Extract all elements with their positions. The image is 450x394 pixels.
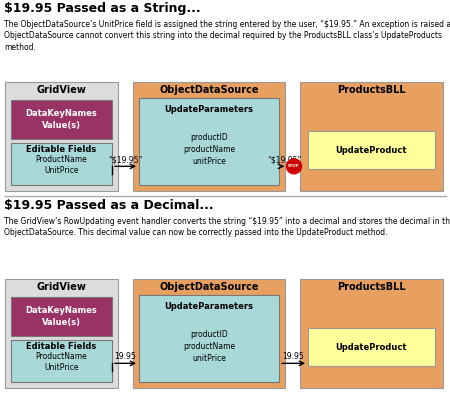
Text: GridView: GridView bbox=[36, 282, 86, 292]
Text: “$19.95”: “$19.95” bbox=[267, 155, 302, 164]
FancyBboxPatch shape bbox=[133, 279, 285, 388]
Text: STOP: STOP bbox=[288, 164, 300, 168]
Text: The GridView’s RowUpdating event handler converts the string “$19.95” into a dec: The GridView’s RowUpdating event handler… bbox=[4, 217, 450, 237]
Text: The ObjectDataSource’s UnitPrice field is assigned the string entered by the use: The ObjectDataSource’s UnitPrice field i… bbox=[4, 20, 450, 52]
Text: DataKeyNames
Value(s): DataKeyNames Value(s) bbox=[26, 307, 97, 327]
FancyBboxPatch shape bbox=[11, 340, 112, 382]
Text: Editable Fields: Editable Fields bbox=[27, 342, 97, 351]
Text: $19.95 Passed as a String...: $19.95 Passed as a String... bbox=[4, 2, 201, 15]
Text: ProductName
UnitPrice: ProductName UnitPrice bbox=[36, 352, 87, 372]
Text: 19.95: 19.95 bbox=[115, 352, 136, 361]
FancyBboxPatch shape bbox=[5, 279, 118, 388]
FancyBboxPatch shape bbox=[308, 132, 435, 169]
Text: Editable Fields: Editable Fields bbox=[27, 145, 97, 154]
FancyBboxPatch shape bbox=[11, 100, 112, 139]
Text: “$19.95”: “$19.95” bbox=[108, 155, 143, 164]
FancyBboxPatch shape bbox=[5, 82, 118, 191]
Text: UpdateParameters: UpdateParameters bbox=[165, 301, 253, 310]
Text: GridView: GridView bbox=[36, 85, 86, 95]
Text: productID
productName
unitPrice: productID productName unitPrice bbox=[183, 330, 235, 363]
Text: UpdateProduct: UpdateProduct bbox=[336, 343, 407, 352]
FancyBboxPatch shape bbox=[300, 82, 443, 191]
Text: ProductsBLL: ProductsBLL bbox=[337, 85, 406, 95]
Text: ObjectDataSource: ObjectDataSource bbox=[159, 85, 259, 95]
Text: UpdateProduct: UpdateProduct bbox=[336, 146, 407, 155]
Text: $19.95 Passed as a Decimal...: $19.95 Passed as a Decimal... bbox=[4, 199, 214, 212]
Text: ObjectDataSource: ObjectDataSource bbox=[159, 282, 259, 292]
FancyBboxPatch shape bbox=[300, 279, 443, 388]
FancyBboxPatch shape bbox=[11, 143, 112, 185]
FancyBboxPatch shape bbox=[308, 329, 435, 366]
Text: ProductName
UnitPrice: ProductName UnitPrice bbox=[36, 155, 87, 175]
Text: ProductsBLL: ProductsBLL bbox=[337, 282, 406, 292]
FancyBboxPatch shape bbox=[133, 82, 285, 191]
Circle shape bbox=[287, 159, 302, 174]
Text: 19.95: 19.95 bbox=[283, 352, 304, 361]
FancyBboxPatch shape bbox=[139, 98, 279, 185]
Text: UpdateParameters: UpdateParameters bbox=[165, 104, 253, 113]
FancyBboxPatch shape bbox=[11, 297, 112, 336]
Text: DataKeyNames
Value(s): DataKeyNames Value(s) bbox=[26, 110, 97, 130]
Text: productID
productName
unitPrice: productID productName unitPrice bbox=[183, 133, 235, 166]
FancyBboxPatch shape bbox=[139, 295, 279, 382]
